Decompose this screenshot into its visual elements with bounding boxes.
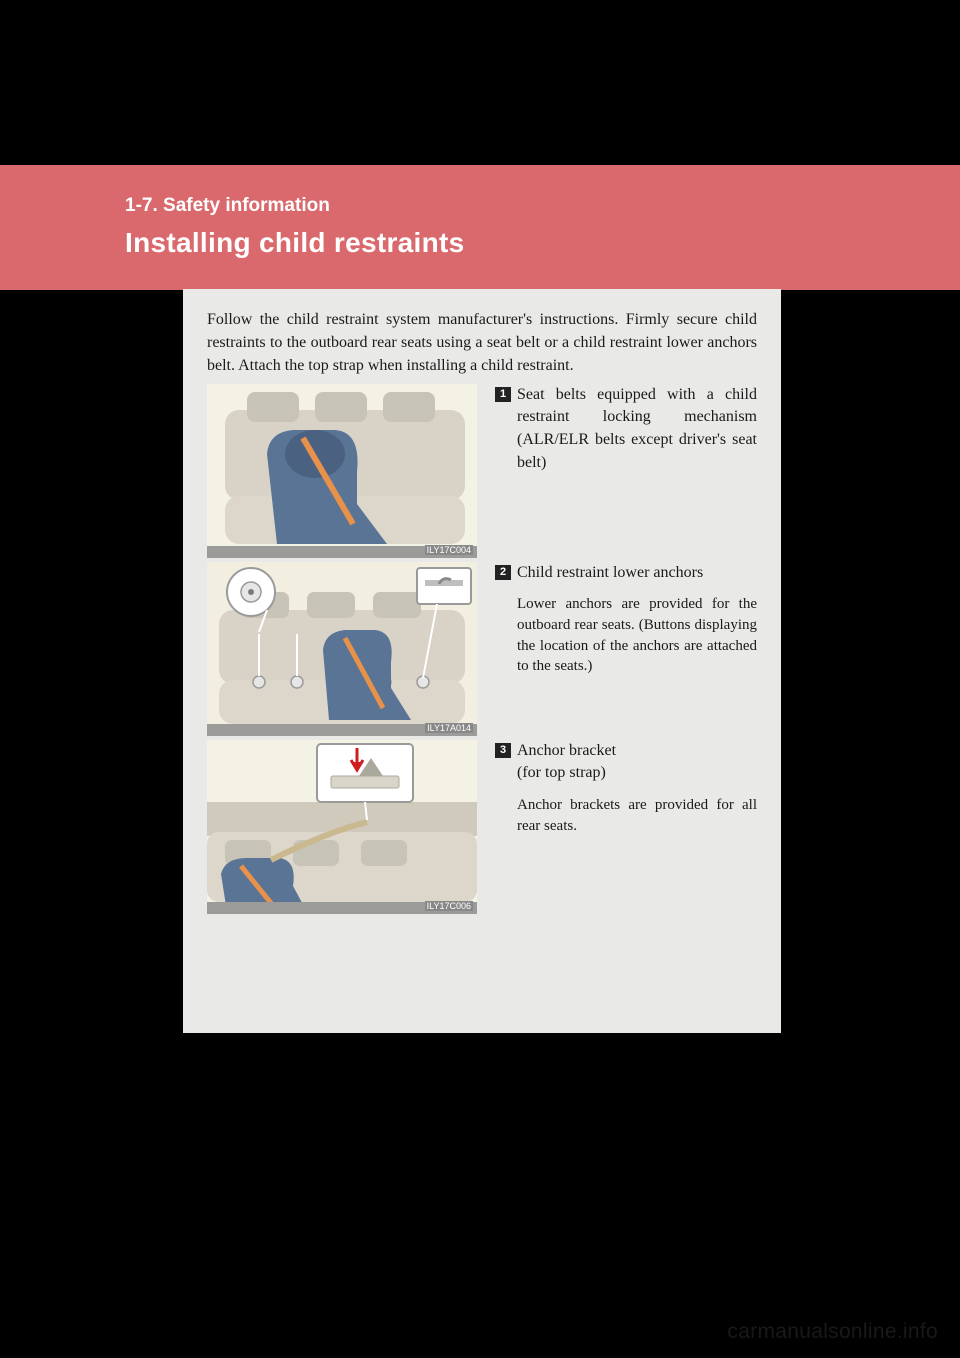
page: 1-7. Safety information Installing child… [0,0,960,1358]
item-3-sub: Anchor brackets are provided for all rea… [517,795,757,836]
item-1-lead: 1 Seat belts equipped with a child restr… [495,384,757,475]
figure-1: ILY17C004 [207,384,477,558]
page-title: Installing child restraints [125,227,465,259]
watermark: carmanualsonline.info [727,1320,938,1344]
badge-3: 3 [495,743,511,758]
figure-2-label: ILY17A014 [425,723,473,733]
item-row-3: ILY17C006 3 Anchor bracket (for top stra… [207,740,757,914]
figure-3: ILY17C006 [207,740,477,914]
section-number: 1-7. Safety information [125,195,330,217]
item-row-2: ILY17A014 2 Child restraint lower anchor… [207,562,757,736]
intro-text: Follow the child restraint system manufa… [207,308,757,378]
item-2-lead: 2 Child restraint lower anchors [495,562,757,585]
figure-3-label: ILY17C006 [425,901,473,911]
figure-2-svg [207,562,477,736]
item-row-1: ILY17C004 1 Seat belts equipped with a c… [207,384,757,558]
content-box: Follow the child restraint system manufa… [183,289,781,1033]
badge-1: 1 [495,387,511,402]
badge-2: 2 [495,565,511,580]
figure-2: ILY17A014 [207,562,477,736]
figure-1-label: ILY17C004 [425,545,473,555]
item-1-text: 1 Seat belts equipped with a child restr… [495,384,757,475]
item-1-lead-text: Seat belts equipped with a child restrai… [517,384,757,475]
item-2-lead-text: Child restraint lower anchors [517,562,703,585]
item-3-lead: 3 Anchor bracket [495,740,757,763]
item-2-sub: Lower anchors are provided for the outbo… [517,594,757,677]
figure-1-svg [207,384,477,558]
item-3-lead2: (for top strap) [517,762,757,785]
item-3-text: 3 Anchor bracket (for top strap) Anchor … [495,740,757,837]
item-2-text: 2 Child restraint lower anchors Lower an… [495,562,757,677]
item-3-lead-text: Anchor bracket [517,740,616,763]
figure-3-svg [207,740,477,914]
